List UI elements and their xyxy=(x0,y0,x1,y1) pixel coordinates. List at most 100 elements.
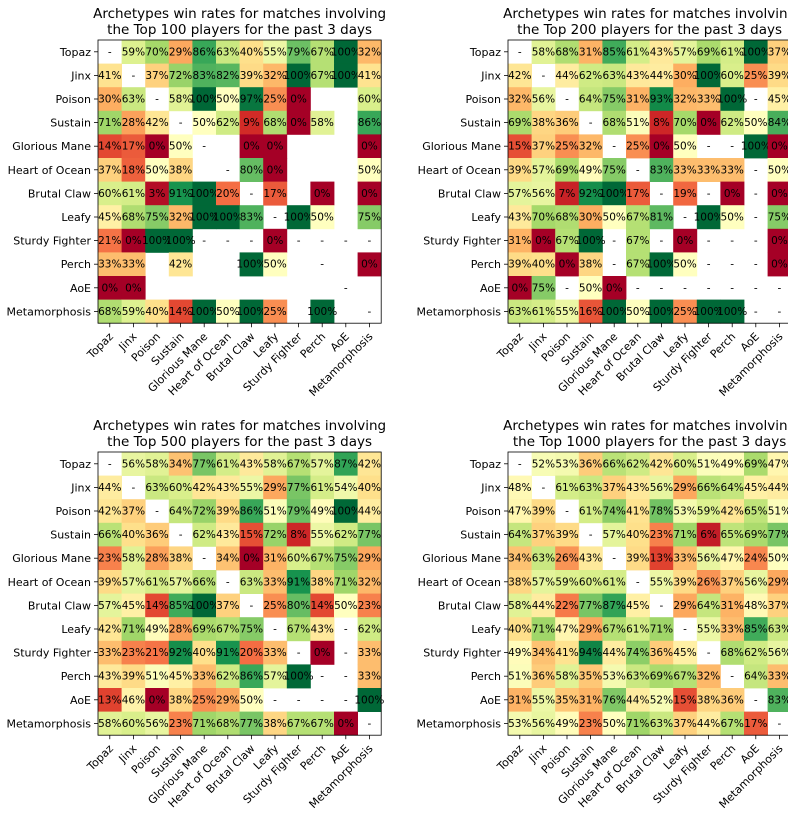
heatmap-cell xyxy=(602,593,627,618)
heatmap-cell xyxy=(216,664,240,689)
heatmap-cell xyxy=(531,664,556,689)
cell-label: 100% xyxy=(576,235,606,247)
cell-label: 50% xyxy=(358,164,381,176)
cell-label: 53% xyxy=(673,506,696,518)
cell-label: 0% xyxy=(149,694,166,706)
cell-label: 43% xyxy=(579,553,602,565)
cell-label: 44% xyxy=(768,482,788,494)
y-tick-label: Perch xyxy=(471,670,501,683)
heatmap-cell xyxy=(578,181,603,206)
cell-label: 100% xyxy=(741,46,771,58)
heatmap-cell xyxy=(649,63,674,88)
cell-label: - xyxy=(730,671,734,683)
cell-label: 42% xyxy=(98,506,121,518)
heatmap-cell xyxy=(555,664,580,689)
heatmap-cell xyxy=(216,299,240,324)
cell-label: 50% xyxy=(626,306,649,318)
heatmap-cell xyxy=(626,452,650,476)
heatmap-cell xyxy=(767,110,788,135)
cell-label: 58% xyxy=(263,458,286,470)
heatmap-cell xyxy=(145,711,170,736)
cell-label: 34% xyxy=(508,553,531,565)
cell-label: 71% xyxy=(532,624,555,636)
heatmap-cell xyxy=(168,664,193,689)
cell-label: 39% xyxy=(508,164,531,176)
cell-label: - xyxy=(707,259,711,271)
cell-label: - xyxy=(320,259,324,271)
cell-label: 33% xyxy=(98,259,121,271)
cell-label: 33% xyxy=(193,671,216,683)
cell-label: 55% xyxy=(697,624,720,636)
heatmap-cell xyxy=(357,664,382,689)
heatmap-cell xyxy=(744,640,768,665)
heatmap-cell xyxy=(744,40,768,64)
heatmap-cell xyxy=(121,40,146,64)
heatmap-cell xyxy=(192,181,217,206)
cell-label: 33% xyxy=(358,671,381,683)
heatmap-cell xyxy=(744,546,768,571)
cell-label: 57% xyxy=(98,600,121,612)
cell-label: 66% xyxy=(98,529,121,541)
cell-label: 38% xyxy=(169,164,192,176)
cell-label: - xyxy=(542,482,546,494)
cell-label: 94% xyxy=(579,647,602,659)
heatmap-cell xyxy=(673,299,698,324)
cell-label: - xyxy=(778,306,782,318)
heatmap-cell xyxy=(555,475,580,500)
y-tick-label: Sustain xyxy=(460,117,501,130)
cell-label: 67% xyxy=(287,718,310,730)
heatmap-cell xyxy=(357,546,382,571)
heatmap-cell xyxy=(145,110,170,135)
cell-label: 38% xyxy=(169,553,192,565)
cell-label: 42% xyxy=(508,70,531,82)
heatmap-cell xyxy=(168,475,193,500)
cell-label: 100% xyxy=(331,70,361,82)
heatmap-cell xyxy=(696,546,721,571)
heatmap-cell xyxy=(357,87,382,112)
cell-label: 29% xyxy=(579,624,602,636)
heatmap-cell xyxy=(239,664,264,689)
cell-label: 49% xyxy=(145,624,168,636)
heatmap-cell xyxy=(508,252,532,277)
cell-label: 20% xyxy=(240,647,263,659)
cell-label: 43% xyxy=(311,624,334,636)
cell-label: 97% xyxy=(240,94,263,106)
heatmap-cell xyxy=(555,570,580,594)
cell-label: 55% xyxy=(532,694,555,706)
cell-label: 71% xyxy=(122,624,145,636)
heatmap-cell xyxy=(145,475,170,500)
cell-label: 31% xyxy=(579,46,602,58)
cell-label: 37% xyxy=(98,164,121,176)
cell-label: 31% xyxy=(508,235,531,247)
y-tick-label: AoE xyxy=(480,694,501,707)
cell-label: 75% xyxy=(603,94,626,106)
heatmap-cell xyxy=(602,110,627,135)
heatmap-cell xyxy=(121,252,146,277)
cell-label: - xyxy=(778,718,782,730)
heatmap-cell xyxy=(121,499,146,524)
cell-label: 44% xyxy=(555,70,578,82)
heatmap-cell xyxy=(744,522,768,547)
cell-label: 39% xyxy=(216,506,239,518)
cell-label: 58% xyxy=(555,671,578,683)
cell-label: 15% xyxy=(508,141,531,153)
heatmap-cell xyxy=(555,228,580,253)
heatmap-cell xyxy=(673,40,698,64)
y-tick-label: Poison xyxy=(466,93,501,106)
heatmap-cell xyxy=(508,299,532,324)
cell-label: 44% xyxy=(358,506,381,518)
heatmap-cell xyxy=(555,640,580,665)
cell-label: 57% xyxy=(122,576,145,588)
cell-label: 31% xyxy=(626,94,649,106)
cell-label: 42% xyxy=(169,259,192,271)
cell-label: 67% xyxy=(311,718,334,730)
heatmap-cell xyxy=(578,299,603,324)
cell-label: 24% xyxy=(744,553,767,565)
cell-label: 20% xyxy=(216,188,239,200)
heatmap-cell xyxy=(192,87,217,112)
cell-label: - xyxy=(683,624,687,636)
cell-label: 37% xyxy=(145,70,168,82)
cell-label: 16% xyxy=(579,306,602,318)
heatmap-cell xyxy=(696,711,721,736)
cell-label: 100% xyxy=(354,694,384,706)
